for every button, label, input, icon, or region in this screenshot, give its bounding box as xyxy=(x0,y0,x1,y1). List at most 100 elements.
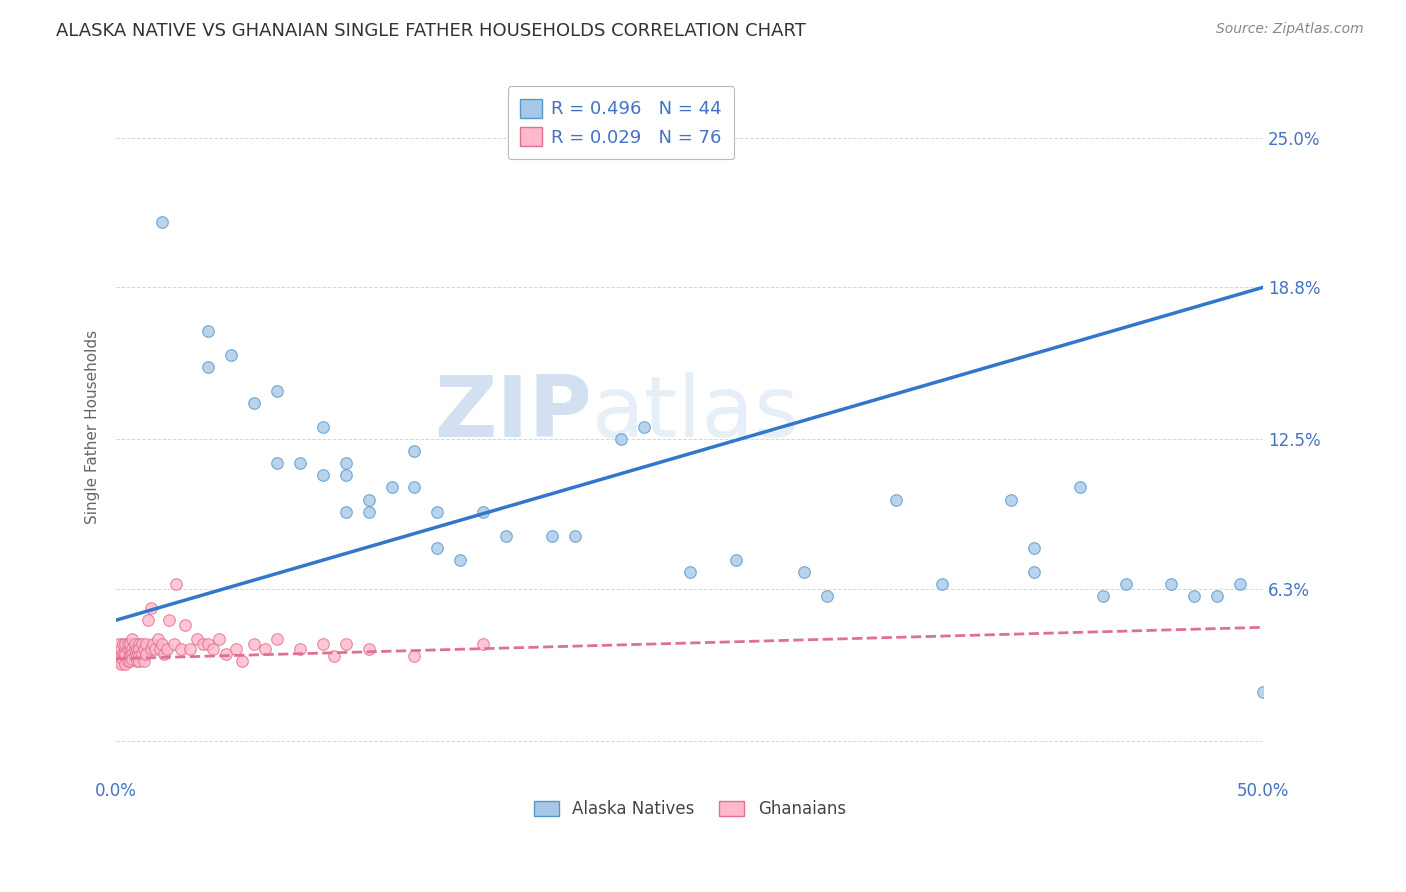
Point xyxy=(146,632,169,647)
Point xyxy=(135,647,157,661)
Point xyxy=(254,642,277,657)
Point xyxy=(197,359,219,374)
Point xyxy=(225,642,247,657)
Point xyxy=(357,492,380,507)
Point xyxy=(1229,577,1251,591)
Point xyxy=(105,649,128,664)
Point xyxy=(931,577,953,591)
Point xyxy=(335,505,357,519)
Point xyxy=(128,642,150,657)
Point xyxy=(125,649,148,664)
Point xyxy=(288,642,311,657)
Point xyxy=(679,565,702,579)
Point xyxy=(335,637,357,651)
Point xyxy=(633,420,655,434)
Point xyxy=(357,642,380,657)
Point xyxy=(162,637,184,651)
Point xyxy=(117,637,139,651)
Point xyxy=(174,618,197,632)
Point xyxy=(114,637,136,651)
Point xyxy=(1000,492,1022,507)
Point xyxy=(197,324,219,338)
Point xyxy=(118,637,141,651)
Point xyxy=(150,637,173,651)
Point xyxy=(472,637,495,651)
Point xyxy=(135,637,157,651)
Point xyxy=(380,480,402,494)
Text: ZIP: ZIP xyxy=(434,372,592,455)
Text: atlas: atlas xyxy=(592,372,800,455)
Point xyxy=(112,637,135,651)
Point xyxy=(165,577,187,591)
Point xyxy=(114,647,136,661)
Point xyxy=(323,649,346,664)
Point xyxy=(153,647,176,661)
Point xyxy=(117,642,139,657)
Point xyxy=(266,384,288,398)
Point xyxy=(157,613,180,627)
Point xyxy=(121,651,143,665)
Point xyxy=(884,492,907,507)
Legend: Alaska Natives, Ghanaians: Alaska Natives, Ghanaians xyxy=(527,793,852,824)
Point xyxy=(266,456,288,470)
Point xyxy=(288,456,311,470)
Point xyxy=(128,654,150,668)
Point xyxy=(1069,480,1091,494)
Point xyxy=(219,348,242,362)
Point xyxy=(541,529,564,543)
Point xyxy=(815,589,838,603)
Point xyxy=(132,654,155,668)
Text: ALASKA NATIVE VS GHANAIAN SINGLE FATHER HOUSEHOLDS CORRELATION CHART: ALASKA NATIVE VS GHANAIAN SINGLE FATHER … xyxy=(56,22,806,40)
Point xyxy=(142,637,165,651)
Point xyxy=(472,505,495,519)
Point xyxy=(121,647,143,661)
Point xyxy=(201,642,224,657)
Point xyxy=(179,642,201,657)
Point xyxy=(312,468,335,483)
Point xyxy=(124,649,146,664)
Point xyxy=(1022,541,1045,555)
Point xyxy=(1115,577,1137,591)
Y-axis label: Single Father Households: Single Father Households xyxy=(86,330,100,524)
Point xyxy=(118,642,141,657)
Point xyxy=(426,505,449,519)
Point xyxy=(121,642,143,657)
Point xyxy=(139,642,162,657)
Point xyxy=(793,565,815,579)
Point xyxy=(117,654,139,668)
Point xyxy=(118,654,141,668)
Point xyxy=(110,649,132,664)
Point xyxy=(110,642,132,657)
Point xyxy=(114,649,136,664)
Point xyxy=(193,637,215,651)
Point xyxy=(124,642,146,657)
Point xyxy=(138,613,160,627)
Point xyxy=(186,632,208,647)
Point xyxy=(110,657,132,671)
Point xyxy=(121,632,143,647)
Point xyxy=(107,654,129,668)
Point xyxy=(724,553,747,567)
Point xyxy=(117,651,139,665)
Point xyxy=(112,651,135,665)
Point xyxy=(564,529,586,543)
Point xyxy=(495,529,517,543)
Point xyxy=(107,637,129,651)
Point xyxy=(610,432,633,446)
Point xyxy=(404,649,426,664)
Point xyxy=(169,642,191,657)
Point xyxy=(1251,685,1274,699)
Point xyxy=(143,642,166,657)
Point xyxy=(131,647,153,661)
Point xyxy=(1206,589,1229,603)
Point xyxy=(125,642,148,657)
Point xyxy=(197,637,219,651)
Point xyxy=(335,468,357,483)
Point xyxy=(156,642,179,657)
Point xyxy=(1022,565,1045,579)
Point xyxy=(118,649,141,664)
Point xyxy=(449,553,471,567)
Point xyxy=(335,456,357,470)
Point xyxy=(266,632,288,647)
Point xyxy=(215,647,238,661)
